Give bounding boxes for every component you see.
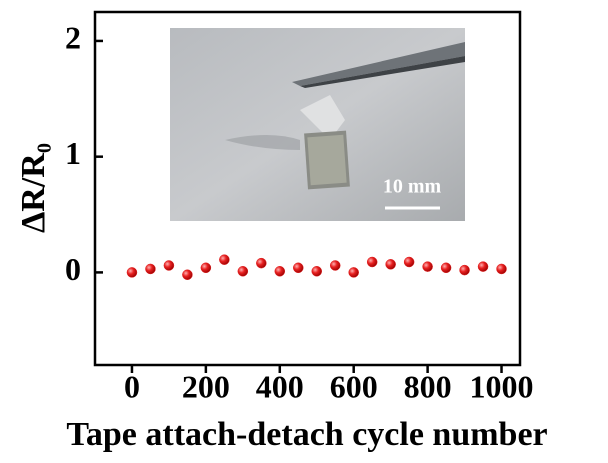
y-axis-label: ΔR/R₀ xyxy=(15,143,52,233)
data-point xyxy=(200,262,212,274)
y-tick-label: 2 xyxy=(65,19,81,55)
data-point xyxy=(422,261,433,272)
y-tick-label: 0 xyxy=(65,251,81,287)
data-point xyxy=(496,263,507,275)
data-point xyxy=(440,262,452,274)
scale-bar-label: 10 mm xyxy=(383,176,442,198)
data-point xyxy=(237,266,249,277)
data-point xyxy=(219,254,230,265)
data-point xyxy=(311,266,322,277)
x-tick-label: 0 xyxy=(124,368,140,404)
data-point xyxy=(274,266,286,277)
data-point xyxy=(163,260,175,271)
data-point xyxy=(126,267,138,278)
data-point xyxy=(293,262,304,274)
x-tick-label: 1000 xyxy=(470,368,534,404)
x-tick-label: 600 xyxy=(330,368,378,404)
inset-photo: 10 mm xyxy=(170,28,465,221)
x-tick-label: 400 xyxy=(256,368,304,404)
data-point xyxy=(182,269,193,280)
data-point xyxy=(256,257,267,269)
data-point xyxy=(385,259,396,270)
data-point xyxy=(329,260,341,271)
x-tick-label: 800 xyxy=(404,368,452,404)
y-tick-label: 1 xyxy=(65,135,81,171)
data-point xyxy=(145,263,156,275)
data-point xyxy=(366,256,378,268)
data-point xyxy=(477,261,489,272)
x-axis-label: Tape attach-detach cycle number xyxy=(66,416,547,453)
data-point xyxy=(403,256,415,268)
plot-frame xyxy=(93,10,522,367)
data-point xyxy=(348,267,359,278)
x-tick-label: 200 xyxy=(182,368,230,404)
data-point xyxy=(459,264,470,276)
